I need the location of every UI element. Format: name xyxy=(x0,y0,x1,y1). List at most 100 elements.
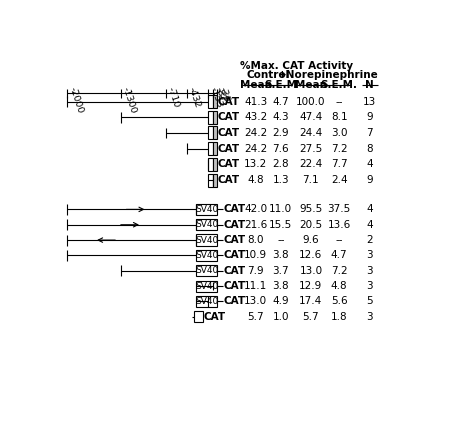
Text: 3: 3 xyxy=(366,266,373,276)
Text: SV40: SV40 xyxy=(195,251,218,260)
Text: 21.6: 21.6 xyxy=(244,220,267,230)
Bar xyxy=(196,204,217,215)
Text: 3: 3 xyxy=(366,250,373,260)
Bar xyxy=(196,219,217,230)
Text: 12.6: 12.6 xyxy=(299,250,322,260)
Text: 4.8: 4.8 xyxy=(331,281,347,291)
Text: 4.3: 4.3 xyxy=(273,112,289,122)
Text: 37.5: 37.5 xyxy=(328,204,351,214)
Text: --: -- xyxy=(336,235,343,245)
Text: S.E.M.: S.E.M. xyxy=(321,81,358,90)
Text: 3: 3 xyxy=(366,312,373,322)
Text: 15.5: 15.5 xyxy=(269,220,292,230)
Text: CAT: CAT xyxy=(203,312,225,322)
Text: 13.0: 13.0 xyxy=(244,296,267,307)
Text: 100.0: 100.0 xyxy=(296,97,326,107)
Text: -432: -432 xyxy=(187,86,202,109)
Text: -2000: -2000 xyxy=(67,86,84,115)
Text: 4: 4 xyxy=(366,220,373,230)
Text: 4.9: 4.9 xyxy=(273,296,289,307)
Text: --: -- xyxy=(277,235,284,245)
Text: CAT: CAT xyxy=(223,296,246,307)
Text: 7.7: 7.7 xyxy=(331,159,347,169)
Text: 4: 4 xyxy=(366,204,373,214)
Text: 9: 9 xyxy=(366,112,373,122)
Text: 24.2: 24.2 xyxy=(244,128,267,138)
Bar xyxy=(196,296,217,307)
Text: 3.0: 3.0 xyxy=(331,128,347,138)
Text: 27.5: 27.5 xyxy=(299,144,322,154)
Text: SV40: SV40 xyxy=(195,297,218,306)
Text: 13.0: 13.0 xyxy=(299,266,322,276)
Text: CAT: CAT xyxy=(218,128,240,138)
Text: SV40: SV40 xyxy=(195,282,218,291)
Text: 10.9: 10.9 xyxy=(244,250,267,260)
Text: 3.8: 3.8 xyxy=(273,250,289,260)
Text: 5: 5 xyxy=(366,296,373,307)
Bar xyxy=(208,111,213,124)
Bar xyxy=(196,280,217,292)
Text: 41.3: 41.3 xyxy=(244,97,267,107)
Bar xyxy=(208,142,213,155)
Text: +Norepinephrine: +Norepinephrine xyxy=(278,70,379,80)
Text: 24.4: 24.4 xyxy=(299,128,322,138)
Text: SV40: SV40 xyxy=(195,236,218,245)
Text: --: -- xyxy=(336,97,343,107)
Text: 95.5: 95.5 xyxy=(299,204,322,214)
Text: Mean: Mean xyxy=(240,81,272,90)
Text: N: N xyxy=(365,81,374,90)
Text: 7.1: 7.1 xyxy=(302,175,319,185)
Text: CAT: CAT xyxy=(223,204,246,214)
Text: CAT: CAT xyxy=(218,112,240,122)
Text: 4: 4 xyxy=(366,159,373,169)
Text: -710: -710 xyxy=(166,86,181,109)
Text: CAT: CAT xyxy=(223,220,246,230)
Bar xyxy=(213,95,217,108)
Text: CAT: CAT xyxy=(218,175,240,185)
Text: 2.9: 2.9 xyxy=(273,128,289,138)
Text: 4.7: 4.7 xyxy=(273,97,289,107)
Text: 12.9: 12.9 xyxy=(299,281,322,291)
Text: 2.4: 2.4 xyxy=(331,175,347,185)
Text: 5.6: 5.6 xyxy=(331,296,347,307)
Text: 7.2: 7.2 xyxy=(331,144,347,154)
Text: 7.2: 7.2 xyxy=(331,266,347,276)
Text: 8.1: 8.1 xyxy=(331,112,347,122)
Text: 8: 8 xyxy=(366,144,373,154)
Bar xyxy=(208,158,213,171)
Text: 7.6: 7.6 xyxy=(273,144,289,154)
Text: CAT: CAT xyxy=(223,235,246,245)
Text: 47.4: 47.4 xyxy=(299,112,322,122)
Bar xyxy=(196,234,217,246)
Text: 3: 3 xyxy=(366,281,373,291)
Text: CAT: CAT xyxy=(223,266,246,276)
Text: 1.0: 1.0 xyxy=(273,312,289,322)
Bar xyxy=(213,158,217,171)
Text: 5.7: 5.7 xyxy=(302,312,319,322)
Text: 1.8: 1.8 xyxy=(331,312,347,322)
Text: 42.0: 42.0 xyxy=(244,204,267,214)
Text: 22.4: 22.4 xyxy=(299,159,322,169)
Text: CAT: CAT xyxy=(223,250,246,260)
Text: SV40: SV40 xyxy=(195,266,218,275)
Bar xyxy=(196,250,217,261)
Text: 4.8: 4.8 xyxy=(247,175,264,185)
Text: 3.7: 3.7 xyxy=(273,266,289,276)
Text: CAT: CAT xyxy=(218,97,240,107)
Text: -153: -153 xyxy=(208,86,223,109)
Text: 1.3: 1.3 xyxy=(273,175,289,185)
Text: 17.4: 17.4 xyxy=(299,296,322,307)
Bar xyxy=(208,95,213,108)
Text: CAT: CAT xyxy=(218,144,240,154)
Text: 3.8: 3.8 xyxy=(273,281,289,291)
Text: 9: 9 xyxy=(366,175,373,185)
Text: 7.9: 7.9 xyxy=(247,266,264,276)
Text: %Max. CAT Activity: %Max. CAT Activity xyxy=(240,61,353,71)
Text: 20.5: 20.5 xyxy=(299,220,322,230)
Text: 13: 13 xyxy=(363,97,376,107)
Text: 13.6: 13.6 xyxy=(328,220,351,230)
Bar xyxy=(208,174,213,187)
Bar xyxy=(213,111,217,124)
Text: 11.0: 11.0 xyxy=(269,204,292,214)
Bar xyxy=(213,127,217,140)
